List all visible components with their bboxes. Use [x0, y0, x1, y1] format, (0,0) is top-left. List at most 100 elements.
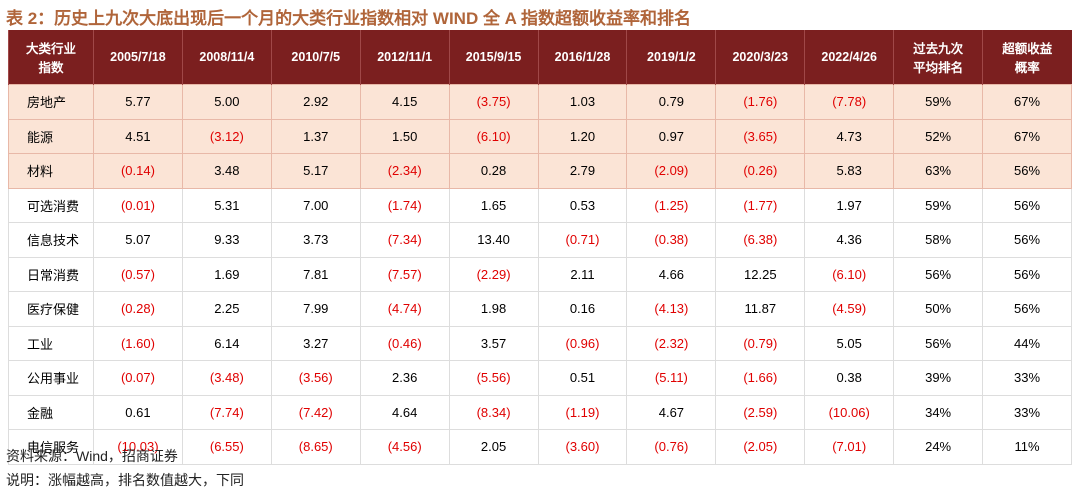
table-cell: 33%	[982, 394, 1072, 430]
table-cell: (3.48)	[181, 360, 272, 396]
table-cell: 3.57	[448, 325, 539, 361]
header-cell: 2019/1/2	[626, 30, 716, 85]
table-cell: 3.73	[270, 222, 361, 258]
table-cell: 56%	[982, 187, 1072, 223]
table-cell: 5.17	[270, 153, 361, 189]
table-cell: (3.65)	[715, 118, 806, 154]
header-cell: 2016/1/28	[537, 30, 627, 85]
row-label: 材料	[8, 153, 94, 189]
table-cell: 4.64	[359, 394, 450, 430]
table-cell: 67%	[982, 84, 1072, 120]
table-cell: (3.56)	[270, 360, 361, 396]
table-cell: 1.20	[537, 118, 628, 154]
table-cell: (0.26)	[715, 153, 806, 189]
source-note: 资料来源：Wind，招商证券	[6, 448, 178, 464]
table-cell: 33%	[982, 360, 1072, 396]
table-cell: (4.13)	[626, 291, 717, 327]
header-cell: 超额收益 概率	[982, 30, 1072, 85]
table-cell: (1.60)	[93, 325, 183, 361]
table-cell: (0.96)	[537, 325, 628, 361]
header-row: 大类行业 指数 2005/7/18 2008/11/4 2010/7/5 2012/11…	[8, 30, 1072, 85]
table-cell: 0.53	[537, 187, 628, 223]
table-cell: 1.37	[270, 118, 361, 154]
table-cell: 56%	[982, 153, 1072, 189]
table-cell: 39%	[893, 360, 984, 396]
explain-note: 说明：涨幅越高，排名数值越大，下同	[6, 472, 244, 488]
table-cell: 0.51	[537, 360, 628, 396]
table-cell: 56%	[982, 291, 1072, 327]
table-cell: 34%	[893, 394, 984, 430]
table-cell: (4.59)	[804, 291, 895, 327]
table-cell: 5.83	[804, 153, 895, 189]
table-cell: 11.87	[715, 291, 806, 327]
header-cell: 大类行业 指数	[8, 30, 94, 85]
table-cell: 2.25	[181, 291, 272, 327]
table-cell: (7.57)	[359, 256, 450, 292]
table-cell: 7.00	[270, 187, 361, 223]
table-cell: 2.92	[270, 84, 361, 120]
table-cell: (2.32)	[626, 325, 717, 361]
table-cell: 56%	[893, 325, 984, 361]
table-cell: 2.11	[537, 256, 628, 292]
table-cell: (1.19)	[537, 394, 628, 430]
table-cell: (5.11)	[626, 360, 717, 396]
table-cell: 0.61	[93, 394, 183, 430]
table-cell: 2.79	[537, 153, 628, 189]
table-cell: (10.03)	[93, 429, 183, 465]
table-body: 房地产 5.77 5.00 2.92 4.15 (3.75) 1.03 0.79 (1.76)(…	[8, 84, 1072, 465]
table-cell: (3.12)	[181, 118, 272, 154]
table-cell: 13.40	[448, 222, 539, 258]
row-label: 工业	[8, 325, 94, 361]
table-cell: 1.65	[448, 187, 539, 223]
table-cell: (0.71)	[537, 222, 628, 258]
table-cell: 5.05	[804, 325, 895, 361]
table-cell: 0.28	[448, 153, 539, 189]
table-cell: 3.27	[270, 325, 361, 361]
table-cell: 0.16	[537, 291, 628, 327]
table-row: 材料 (0.14) 3.48 5.17 (2.34) 0.28 2.79 (2.09) (0.2…	[8, 153, 1072, 189]
table-cell: (7.01)	[804, 429, 895, 465]
table-cell: 1.69	[181, 256, 272, 292]
table-cell: (2.34)	[359, 153, 450, 189]
table-cell: 7.99	[270, 291, 361, 327]
table-cell: (0.76)	[626, 429, 717, 465]
table-cell: 1.50	[359, 118, 450, 154]
table-cell: (6.10)	[448, 118, 539, 154]
table-cell: (1.76)	[715, 84, 806, 120]
table-cell: (4.74)	[359, 291, 450, 327]
table-row: 公用事业 (0.07) (3.48) (3.56) 2.36 (5.56) 0.51 (5.1…	[8, 360, 1072, 396]
table-row: 信息技术 5.07 9.33 3.73 (7.34) 13.40 (0.71) (0.38)(…	[8, 222, 1072, 258]
table-cell: 0.38	[804, 360, 895, 396]
table-cell: 2.36	[359, 360, 450, 396]
table-cell: (2.29)	[448, 256, 539, 292]
table-row: 日常消费 (0.57) 1.69 7.81 (7.57) (2.29) 2.11 4.66 12…	[8, 256, 1072, 292]
table-cell: 11%	[982, 429, 1072, 465]
table-cell: 52%	[893, 118, 984, 154]
table-cell: 9.33	[181, 222, 272, 258]
table-cell: 2.05	[448, 429, 539, 465]
table-cell: (7.74)	[181, 394, 272, 430]
table-cell: (1.66)	[715, 360, 806, 396]
table-cell: 56%	[893, 256, 984, 292]
table-cell: 0.97	[626, 118, 717, 154]
table-cell: 4.15	[359, 84, 450, 120]
header-cell: 2015/9/15	[448, 30, 539, 85]
table-cell: (0.14)	[93, 153, 183, 189]
table-cell: (0.79)	[715, 325, 806, 361]
row-label: 信息技术	[8, 222, 94, 258]
table-cell: (0.38)	[626, 222, 717, 258]
table-cell: 4.66	[626, 256, 717, 292]
table-row: 可选消费 (0.01) 5.31 7.00 (1.74) 1.65 0.53 (1.25) (1…	[8, 187, 1072, 223]
table-title: 表 2：历史上九次大底出现后一个月的大类行业指数相对 WIND 全 A 指数超额…	[6, 9, 692, 28]
table-cell: 56%	[982, 222, 1072, 258]
table-cell: 4.67	[626, 394, 717, 430]
table-cell: 6.14	[181, 325, 272, 361]
table-cell: 44%	[982, 325, 1072, 361]
table-cell: 4.51	[93, 118, 183, 154]
table-cell: (2.09)	[626, 153, 717, 189]
header-cell: 2008/11/4	[181, 30, 272, 85]
row-label: 金融	[8, 394, 94, 430]
row-label: 电信服务	[8, 429, 94, 465]
table-cell: (2.05)	[715, 429, 806, 465]
